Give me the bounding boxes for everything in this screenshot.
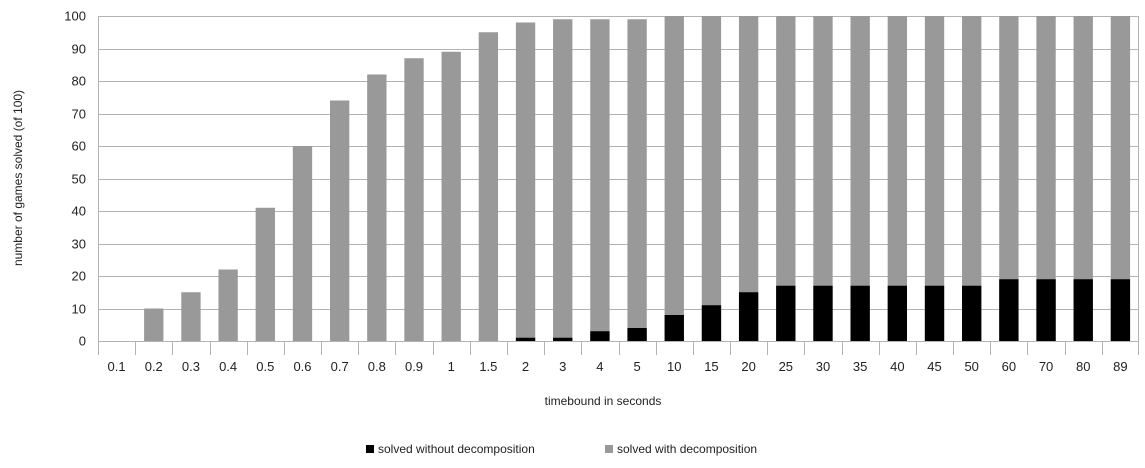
x-axis-title: timebound in seconds [545,394,662,408]
legend-label: solved with decomposition [617,442,757,456]
bar-with-decomposition-10 [664,16,684,341]
y-tick-label: 70 [72,107,86,122]
y-tick-label: 40 [72,204,86,219]
x-tick-label: 0.5 [256,359,274,374]
y-tick-label: 30 [72,237,86,252]
x-tick-label: 3 [559,359,566,374]
x-tick-label: 70 [1039,359,1053,374]
bar-without-decomposition-60 [999,279,1019,341]
x-tick-label: 0.3 [182,359,200,374]
bar-with-decomposition-50 [962,16,982,341]
bar-with-decomposition-25 [776,16,796,341]
bar-with-decomposition-35 [850,16,870,341]
bars [144,16,1131,341]
x-tick-label: 10 [667,359,681,374]
x-tick-label: 0.9 [405,359,423,374]
x-tick-label: 2 [522,359,529,374]
bar-with-decomposition-2 [515,22,536,341]
x-tick-label: 0.2 [145,359,163,374]
x-tick-label: 0.7 [331,359,349,374]
bar-with-decomposition-0.6 [292,146,313,341]
x-tick-label: 30 [816,359,830,374]
x-tick-label: 5 [633,359,640,374]
bar-with-decomposition-0.8 [367,74,387,341]
bar-without-decomposition-70 [1036,279,1056,341]
bar-without-decomposition-10 [664,315,684,341]
x-tick-label: 25 [779,359,793,374]
bar-with-decomposition-5 [627,19,647,341]
x-tick-label: 1.5 [479,359,497,374]
x-tick-label: 0.1 [108,359,126,374]
bar-with-decomposition-0.3 [181,292,201,341]
bar-without-decomposition-50 [962,285,982,341]
x-tick-label: 40 [890,359,904,374]
x-tick-label: 4 [596,359,603,374]
y-tick-label: 60 [72,139,86,154]
x-tick-label: 15 [704,359,718,374]
x-tick-label: 0.6 [293,359,311,374]
y-axis-title: number of games solved (of 100) [11,90,25,266]
bar-without-decomposition-25 [776,285,796,341]
bar-without-decomposition-15 [701,305,722,341]
bar-with-decomposition-4 [590,19,610,341]
y-tick-label: 80 [72,74,86,89]
bar-with-decomposition-0.5 [255,207,275,341]
x-tick-label: 35 [853,359,867,374]
legend-swatch [605,445,613,453]
bar-with-decomposition-45 [924,16,945,341]
x-tick-label: 45 [927,359,941,374]
legend: solved without decomposition solved with … [366,442,757,456]
axes [98,16,1139,355]
y-tick-label: 20 [72,269,86,284]
x-tick-label: 60 [1002,359,1016,374]
bar-without-decomposition-2 [515,337,536,341]
legend-label: solved without decomposition [378,442,535,456]
x-tick-label: 20 [741,359,755,374]
bar-with-decomposition-0.9 [404,58,424,341]
y-tick-label: 10 [72,302,86,317]
x-tick-label: 80 [1076,359,1090,374]
gridlines [98,16,1139,342]
y-tick-labels: 0 10 20 30 40 50 60 70 80 90 100 [64,9,86,349]
bar-with-decomposition-15 [701,16,722,341]
bar-without-decomposition-89 [1110,279,1131,341]
bar-without-decomposition-5 [627,328,647,341]
x-tick-label: 50 [964,359,978,374]
bar-with-decomposition-0.4 [218,269,238,341]
bar-without-decomposition-80 [1073,279,1093,341]
y-tick-label: 90 [72,42,86,57]
x-tick-label: 0.4 [219,359,237,374]
bar-without-decomposition-4 [590,331,610,341]
bar-without-decomposition-3 [553,337,573,341]
bar-with-decomposition-30 [813,16,833,341]
bar-with-decomposition-1.5 [478,32,499,341]
x-tick-labels: 0.1 0.2 0.3 0.4 0.5 0.6 0.7 0.8 0.9 1 1.5 2 3 4 5 10 15 2… [108,359,1128,374]
y-tick-label: 0 [79,334,86,349]
bar-with-decomposition-3 [553,19,573,341]
bar-with-decomposition-89 [1110,16,1131,341]
bar-without-decomposition-35 [850,285,870,341]
bar-with-decomposition-0.7 [329,100,350,341]
x-tick-label: 0.8 [368,359,386,374]
bar-with-decomposition-1 [441,51,461,341]
bar-with-decomposition-60 [999,16,1019,341]
x-tick-label: 89 [1113,359,1127,374]
bar-without-decomposition-45 [924,285,945,341]
bar-without-decomposition-40 [887,285,908,341]
legend-swatch [366,445,374,453]
bar-with-decomposition-70 [1036,16,1056,341]
x-tick-label: 1 [448,359,455,374]
bar-with-decomposition-80 [1073,16,1093,341]
y-tick-label: 50 [72,172,86,187]
bar-with-decomposition-20 [738,16,759,341]
bar-with-decomposition-0.2 [144,308,164,341]
bar-without-decomposition-20 [738,292,759,341]
y-tick-label: 100 [64,9,86,24]
bar-with-decomposition-40 [887,16,908,341]
bar-without-decomposition-30 [813,285,833,341]
